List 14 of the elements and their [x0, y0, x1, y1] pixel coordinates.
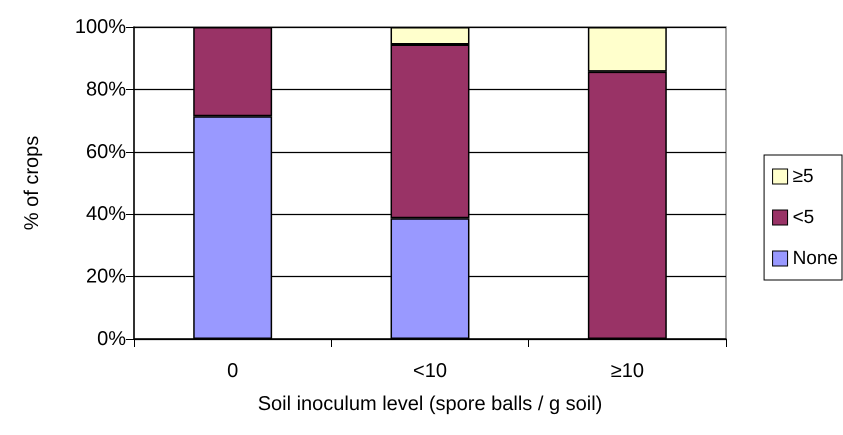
- legend-label: ≥5: [792, 166, 814, 187]
- y-tick-label: 80%: [86, 78, 126, 100]
- y-tick-label: 0%: [97, 328, 126, 350]
- x-tick-label: <10: [413, 360, 447, 382]
- x-tick-label: ≥10: [610, 360, 644, 382]
- y-tick-label: 40%: [86, 203, 126, 226]
- y-tick-label: 100%: [74, 16, 126, 38]
- legend-label: None: [792, 248, 838, 269]
- legend-label: <5: [792, 207, 814, 228]
- x-tick-label: 0: [227, 360, 238, 382]
- y-tick-label: 20%: [86, 266, 126, 288]
- y-tick-label: 60%: [86, 140, 126, 163]
- y-axis-title: % of crops: [21, 136, 43, 230]
- x-axis-title: Soil inoculum level (spore balls / g soil): [258, 393, 602, 415]
